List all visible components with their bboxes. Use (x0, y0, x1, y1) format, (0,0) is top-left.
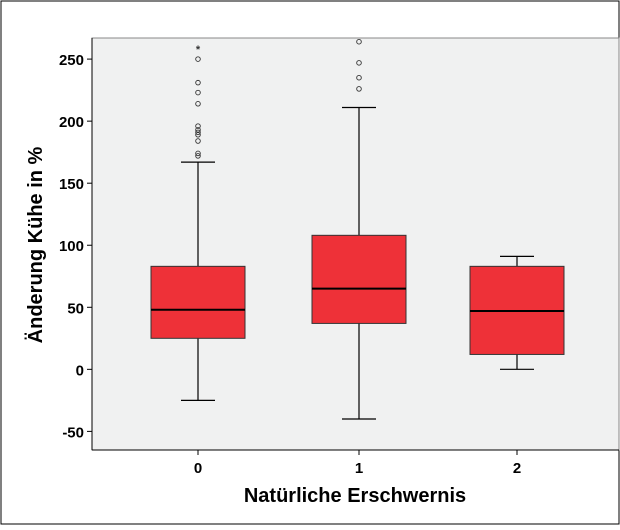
outlier-point (195, 79, 201, 86)
y-tick-label: 100 (59, 238, 84, 255)
outlier-point (195, 150, 201, 157)
x-tick-label: 2 (513, 460, 521, 477)
iqr-box (311, 234, 407, 324)
boxes-layer: * (150, 38, 565, 420)
outlier-point (356, 60, 362, 66)
iqr-box (150, 265, 246, 339)
y-tick-label: -50 (62, 424, 84, 441)
x-tick-label: 1 (355, 460, 363, 477)
x-tick-label: 0 (194, 460, 202, 477)
outlier-point (195, 127, 201, 133)
outlier-point (356, 86, 362, 92)
y-tick-label: 150 (59, 176, 84, 193)
outlier-point (195, 153, 201, 159)
y-tick-label: 250 (59, 52, 84, 69)
x-axis: 0 1 2 (92, 449, 619, 477)
box-group-1 (311, 38, 407, 420)
y-tick-label: 0 (76, 362, 84, 379)
outlier-point (356, 74, 362, 81)
outlier-point (195, 89, 201, 96)
box-group-2 (469, 255, 565, 370)
y-axis: -50 0 50 100 150 200 250 (59, 38, 93, 450)
outlier-point (195, 138, 201, 144)
y-tick-label: 200 (59, 114, 84, 131)
extreme-point: * (196, 44, 201, 56)
x-axis-title: Natürliche Erschwernis (244, 485, 466, 507)
outlier-point (195, 101, 201, 107)
outlier-point (195, 129, 201, 136)
outlier-point (356, 38, 362, 45)
outlier-point (195, 123, 201, 129)
y-tick-label: 50 (67, 300, 84, 317)
box-group-0: * (150, 44, 246, 401)
outlier-point (195, 56, 201, 62)
y-axis-title: Änderung Kühe in % (24, 146, 47, 343)
